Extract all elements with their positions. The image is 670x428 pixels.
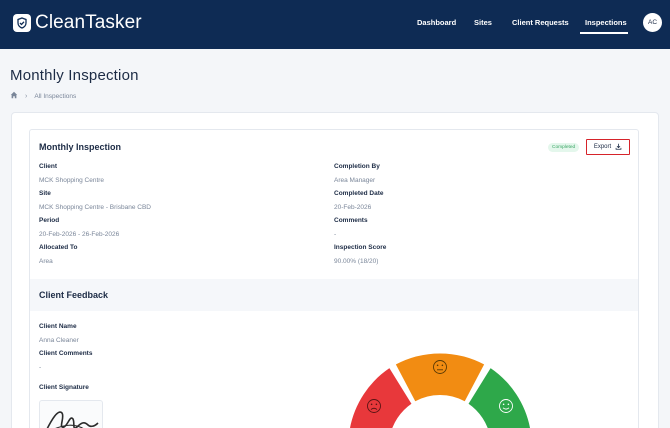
client-name-label: Client Name	[39, 323, 77, 330]
download-icon	[615, 143, 622, 152]
comments-label: Comments	[334, 217, 368, 224]
completed-date-value: 20-Feb-2026	[334, 204, 372, 211]
nav-active-indicator	[580, 32, 628, 34]
export-button[interactable]: Export	[586, 139, 630, 155]
nav-dashboard[interactable]: Dashboard	[417, 18, 457, 27]
page-title: Monthly Inspection	[10, 67, 139, 84]
period-value: 20-Feb-2026 - 26-Feb-2026	[39, 231, 120, 238]
chevron-right-icon: ›	[25, 92, 28, 100]
gauge-positive-segment	[467, 366, 530, 428]
period-label: Period	[39, 217, 60, 224]
satisfaction-gauge	[348, 352, 530, 428]
client-comments-value: -	[39, 364, 42, 371]
breadcrumb-current[interactable]: All Inspections	[34, 92, 77, 100]
status-badge: Completed	[548, 143, 580, 152]
brand-logo-icon	[13, 14, 31, 32]
brand-name: CleanTasker	[35, 12, 142, 33]
nav-client-requests[interactable]: Client Requests	[512, 18, 569, 27]
export-label: Export	[593, 144, 612, 150]
nav-sites[interactable]: Sites	[474, 18, 492, 27]
allocated-to-label: Allocated To	[39, 244, 78, 251]
client-label: Client	[39, 163, 58, 170]
gauge-negative-segment	[348, 366, 413, 428]
client-feedback-header	[30, 279, 638, 311]
client-comments-label: Client Comments	[39, 350, 93, 357]
inspection-score-label: Inspection Score	[334, 244, 387, 251]
breadcrumb: › All Inspections	[10, 91, 76, 101]
completion-by-label: Completion By	[334, 163, 380, 170]
client-signature	[39, 400, 103, 428]
inspection-card	[29, 129, 639, 428]
neutral-face-icon	[433, 360, 447, 374]
inspection-score-value: 90.00% (18/20)	[334, 258, 379, 265]
inspection-title: Monthly Inspection	[39, 142, 121, 152]
client-feedback-title: Client Feedback	[39, 290, 109, 300]
happy-face-icon	[499, 399, 513, 413]
client-value: MCK Shopping Centre	[39, 177, 105, 184]
gauge-neutral-segment	[394, 352, 486, 403]
comments-value: -	[334, 231, 337, 238]
allocated-to-value: Area	[39, 258, 53, 265]
sad-face-icon	[367, 399, 381, 413]
user-avatar[interactable]: AC	[643, 13, 662, 32]
completion-by-value: Area Manager	[334, 177, 376, 184]
home-icon[interactable]	[10, 91, 18, 101]
brand[interactable]: CleanTasker	[13, 12, 142, 34]
client-name-value: Anna Cleaner	[39, 337, 79, 344]
completed-date-label: Completed Date	[334, 190, 384, 197]
client-signature-label: Client Signature	[39, 384, 89, 391]
site-value: MCK Shopping Centre - Brisbane CBD	[39, 204, 151, 211]
nav-inspections[interactable]: Inspections	[585, 18, 627, 27]
site-label: Site	[39, 190, 51, 197]
top-navbar: CleanTasker Dashboard Sites Client Reque…	[0, 0, 670, 49]
